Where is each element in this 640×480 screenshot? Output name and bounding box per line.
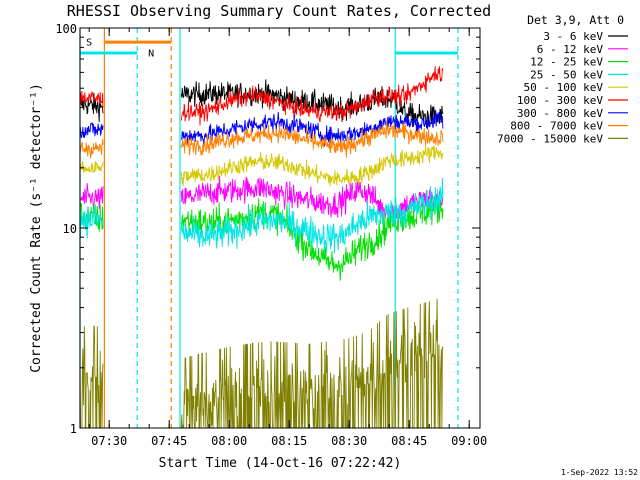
legend-label-0: 3 - 6 keV <box>543 30 603 43</box>
footer-date: 1-Sep-2022 13:52 <box>561 468 638 477</box>
y-tick-label-2: 100 <box>55 22 77 36</box>
legend-label-6: 300 - 800 keV <box>517 107 603 120</box>
legend-label-3: 25 - 50 keV <box>530 68 603 81</box>
x-tick-label-6: 09:00 <box>451 434 487 448</box>
y-tick-label-1: 10 <box>63 222 77 236</box>
series-1 <box>79 79 444 128</box>
plot-area: NS <box>79 28 459 429</box>
y-axis-label: Corrected Count Rate (s⁻¹ detector⁻¹) <box>29 83 44 373</box>
legend-header: Det 3,9, Att 0 <box>527 13 624 27</box>
series-5 <box>79 145 444 187</box>
x-tick-label-5: 08:45 <box>391 434 427 448</box>
x-tick-label-0: 07:30 <box>91 434 127 448</box>
series-8 <box>79 120 444 159</box>
legend-label-2: 12 - 25 keV <box>530 56 603 69</box>
legend-label-7: 800 - 7000 keV <box>510 120 603 133</box>
legend-label-8: 7000 - 15000 keV <box>497 132 603 145</box>
axis-ticks: 07:30 07:45 08:00 08:15 08:30 08:45 09:00 1 10 10… <box>55 22 487 448</box>
chart-title: RHESSI Observing Summary Count Rates, Co… <box>67 2 491 20</box>
x-axis-label: Start Time (14-Oct-16 07:22:42) <box>159 456 402 471</box>
x-tick-label-3: 08:15 <box>271 434 307 448</box>
annotation-bar-label-0: N <box>148 48 154 59</box>
legend-label-1: 6 - 12 keV <box>537 43 604 56</box>
series-4 <box>79 177 444 254</box>
y-tick-label-0: 1 <box>70 422 77 436</box>
legend-label-4: 50 - 100 keV <box>524 81 604 94</box>
annotation-bars: NS <box>80 38 458 59</box>
series-6 <box>79 66 444 126</box>
annotation-bar-label-1: S <box>86 38 92 49</box>
x-tick-label-2: 08:00 <box>211 434 247 448</box>
x-tick-label-1: 07:45 <box>151 434 187 448</box>
series-layer <box>79 66 444 429</box>
legend-label-5: 100 - 300 keV <box>517 94 603 107</box>
x-tick-label-4: 08:30 <box>331 434 367 448</box>
